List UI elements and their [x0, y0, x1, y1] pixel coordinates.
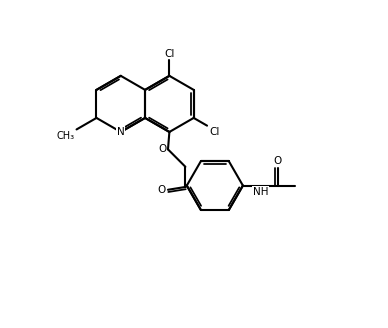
Text: O: O — [158, 144, 166, 154]
Text: NH: NH — [253, 187, 268, 197]
Text: CH₃: CH₃ — [56, 131, 74, 141]
Text: O: O — [157, 185, 165, 195]
Text: O: O — [274, 156, 282, 167]
Text: N: N — [117, 127, 125, 137]
Text: Cl: Cl — [164, 49, 175, 59]
Text: Cl: Cl — [210, 127, 220, 137]
